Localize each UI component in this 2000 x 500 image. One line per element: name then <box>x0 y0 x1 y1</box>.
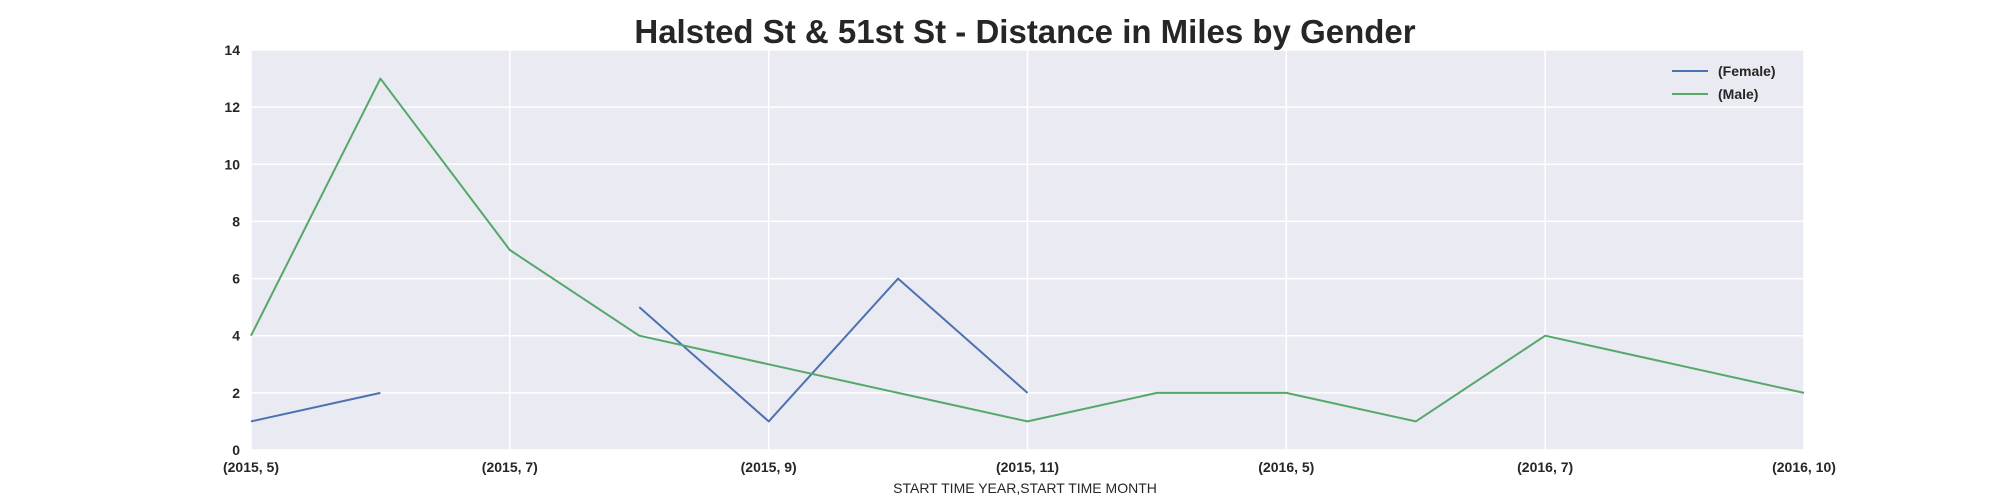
x-tick-label: (2016, 7) <box>1517 459 1573 475</box>
x-axis-label: START TIME YEAR,START TIME MONTH <box>893 480 1157 496</box>
series-line <box>250 77 1805 423</box>
legend: (Female) (Male) <box>1672 63 1776 102</box>
series-lines <box>250 77 1805 423</box>
y-tick-label: 4 <box>232 328 240 344</box>
x-tick-label: (2016, 5) <box>1258 459 1314 475</box>
x-tick-label: (2015, 5) <box>223 459 279 475</box>
x-axis-ticks: (2015, 5) (2015, 7) (2015, 9) (2015, 11) (20… <box>223 459 1836 475</box>
x-tick-label: (2015, 9) <box>741 459 797 475</box>
y-tick-label: 2 <box>232 385 240 401</box>
legend-label: (Female) <box>1718 63 1776 79</box>
y-axis-ticks: 0 2 4 6 8 10 12 14 <box>224 42 240 458</box>
y-tick-label: 14 <box>224 42 240 58</box>
x-tick-label: (2015, 11) <box>996 459 1059 475</box>
series-line <box>250 391 381 423</box>
y-tick-label: 10 <box>224 156 240 172</box>
legend-label: (Male) <box>1718 86 1758 102</box>
y-tick-label: 12 <box>224 99 240 115</box>
y-tick-label: 6 <box>232 271 240 287</box>
chart-title: Halsted St & 51st St - Distance in Miles… <box>634 13 1415 50</box>
series-line <box>638 277 1029 423</box>
y-tick-label: 8 <box>232 213 240 229</box>
y-tick-label: 0 <box>232 442 240 458</box>
x-tick-label: (2015, 7) <box>482 459 538 475</box>
x-tick-label: (2016, 10) <box>1772 459 1836 475</box>
